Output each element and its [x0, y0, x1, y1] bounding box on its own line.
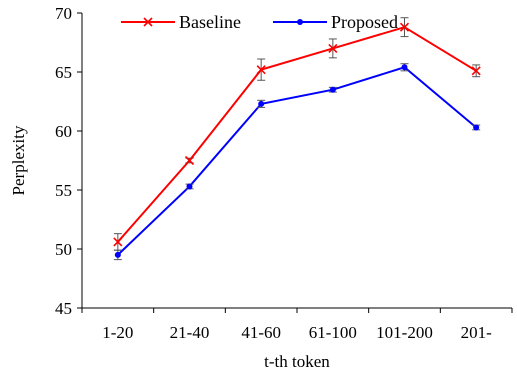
legend-marker: [143, 17, 153, 27]
marker-stroke: [399, 22, 410, 32]
legend-item-baseline: Baseline: [121, 12, 241, 32]
marker-stroke: [471, 66, 481, 76]
data-point: [328, 43, 338, 53]
data-point: [113, 237, 123, 247]
legend-label: Proposed: [331, 12, 398, 32]
data-point: [256, 65, 266, 75]
data-point: [401, 64, 408, 71]
tick-labels: 45 50 55 60 65 70 1-20 21-40 41-60 61-100 101-200 2…: [55, 4, 492, 342]
data-point: [184, 155, 195, 166]
x-tick-label: 1-20: [102, 323, 133, 342]
x-tick-label: 101-200: [376, 323, 433, 342]
data-point: [329, 86, 336, 93]
data-point: [114, 251, 121, 258]
y-axis-title: Perplexity: [9, 125, 28, 195]
series-layer: [113, 17, 481, 261]
x-tick-label: 41-60: [241, 323, 281, 342]
series-line: [117, 66, 477, 256]
data-point: [258, 100, 265, 107]
y-tick-label: 45: [55, 299, 72, 318]
x-axis-title: t-th token: [264, 352, 330, 371]
x-tick-label: 201-: [461, 323, 493, 342]
axes: [77, 12, 513, 313]
legend: Baseline Proposed: [121, 12, 398, 32]
data-point: [399, 22, 410, 32]
data-point: [471, 66, 481, 76]
x-tick-label: 21-40: [170, 323, 210, 342]
legend-item-proposed: Proposed: [273, 12, 398, 32]
y-tick-label: 70: [55, 4, 72, 23]
marker-stroke: [143, 17, 153, 27]
data-point: [473, 124, 480, 131]
legend-label: Baseline: [179, 12, 241, 32]
marker-stroke: [113, 237, 123, 247]
marker-stroke: [184, 155, 195, 166]
series-proposed: [113, 63, 481, 261]
series-line: [117, 26, 477, 243]
legend-marker: [297, 19, 303, 25]
marker-stroke: [256, 65, 266, 75]
y-tick-label: 60: [55, 122, 72, 141]
data-point: [186, 183, 193, 190]
marker-stroke: [328, 43, 338, 53]
series-baseline: [113, 17, 481, 251]
x-tick-label: 61-100: [309, 323, 357, 342]
y-tick-label: 50: [55, 240, 72, 259]
y-tick-label: 55: [55, 181, 72, 200]
y-tick-label: 65: [55, 63, 72, 82]
